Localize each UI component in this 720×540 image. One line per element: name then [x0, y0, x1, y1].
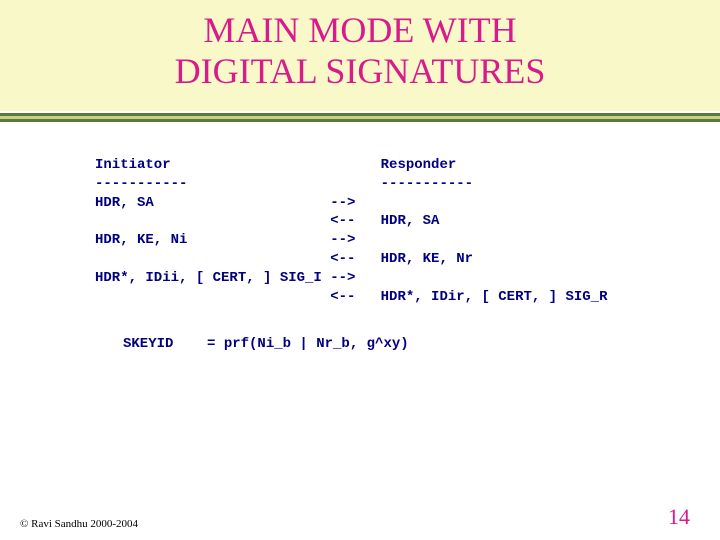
- protocol-block: Initiator Responder ----------- --------…: [95, 156, 660, 307]
- page-number: 14: [668, 504, 690, 530]
- skeyid-line: SKEYID = prf(Ni_b | Nr_b, g^xy): [95, 335, 660, 354]
- copyright-text: © Ravi Sandhu 2000-2004: [20, 518, 138, 530]
- header-band: MAIN MODE WITH DIGITAL SIGNATURES: [0, 0, 720, 111]
- footer: © Ravi Sandhu 2000-2004 14: [0, 504, 720, 530]
- slide-title: MAIN MODE WITH DIGITAL SIGNATURES: [0, 10, 720, 93]
- divider-rule: [0, 113, 720, 122]
- title-line-1: MAIN MODE WITH: [203, 10, 516, 50]
- title-line-2: DIGITAL SIGNATURES: [175, 51, 546, 91]
- protocol-content: Initiator Responder ----------- --------…: [0, 122, 720, 354]
